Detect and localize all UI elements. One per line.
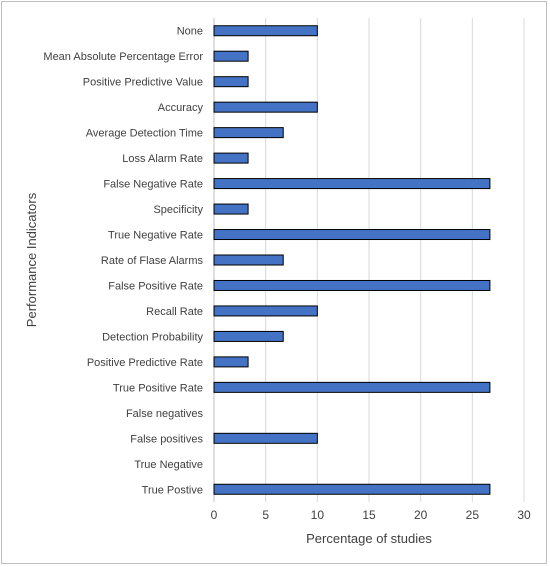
category-label: Loss Alarm Rate: [122, 153, 203, 165]
category-label: False positives: [130, 433, 203, 445]
category-label: Specificity: [153, 204, 203, 216]
category-label: Mean Absolute Percentage Error: [43, 51, 203, 63]
x-tick-label: 25: [466, 508, 480, 522]
bar: [213, 203, 249, 215]
bar: [213, 178, 491, 190]
category-label: Recall Rate: [146, 306, 203, 318]
bar: [213, 432, 318, 444]
x-tick-labels: 0 5 10 15 20 25 30: [211, 508, 531, 522]
category-label: True Postive: [142, 484, 203, 496]
x-axis-title: Percentage of studies: [306, 531, 432, 546]
category-label: Rate of Flase Alarms: [101, 255, 204, 267]
bar: [213, 50, 249, 62]
bar: [213, 279, 491, 291]
x-tick-label: 15: [362, 508, 376, 522]
bars: [213, 25, 491, 495]
bar: [213, 229, 491, 241]
category-label: False negatives: [126, 408, 204, 420]
category-label: True Negative: [134, 459, 203, 471]
category-label: False Positive Rate: [108, 280, 203, 292]
category-label: True Negative Rate: [108, 230, 203, 242]
x-tick-label: 10: [311, 508, 325, 522]
bar: [213, 330, 284, 342]
bar: [213, 483, 491, 495]
bar: [213, 76, 249, 88]
bar: [213, 381, 491, 393]
x-tick-label: 0: [211, 508, 218, 522]
x-tick-label: 5: [262, 508, 269, 522]
bar: [213, 254, 284, 266]
bar: [213, 127, 284, 139]
bar: [213, 356, 249, 368]
y-axis-title: Performance Indicators: [24, 192, 39, 327]
category-label: False Negative Rate: [103, 179, 203, 191]
category-label: True Positive Rate: [113, 382, 203, 394]
category-label: Average Detection Time: [86, 128, 203, 140]
x-tick-label: 30: [517, 508, 531, 522]
category-label: Detection Probability: [102, 331, 203, 343]
category-labels: None Mean Absolute Percentage Error Positi…: [43, 26, 203, 497]
bar: [213, 305, 318, 317]
category-label: Positive Predictive Rate: [87, 357, 203, 369]
bar: [213, 25, 318, 37]
category-label: Accuracy: [158, 102, 204, 114]
bar: [213, 101, 318, 113]
x-tick-label: 20: [414, 508, 428, 522]
category-label: None: [177, 26, 203, 38]
bar: [213, 152, 249, 164]
category-label: Positive Predictive Value: [83, 77, 203, 89]
grid-lines: [213, 18, 525, 502]
